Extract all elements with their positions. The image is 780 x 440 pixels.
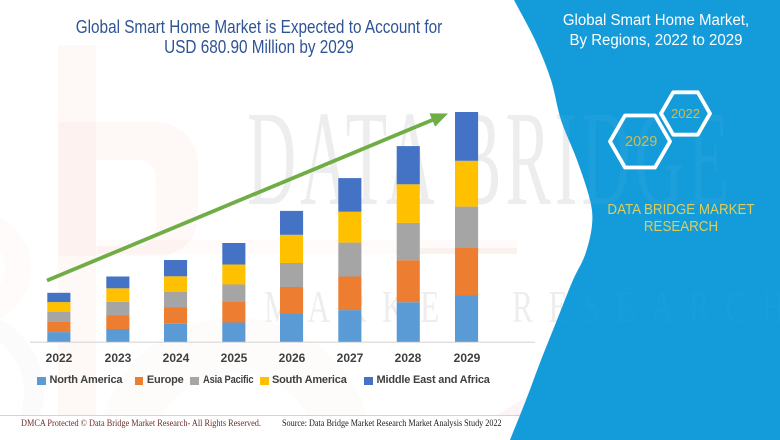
- svg-text:MARKET RESEARCH: MARKET RESEARCH: [264, 283, 780, 333]
